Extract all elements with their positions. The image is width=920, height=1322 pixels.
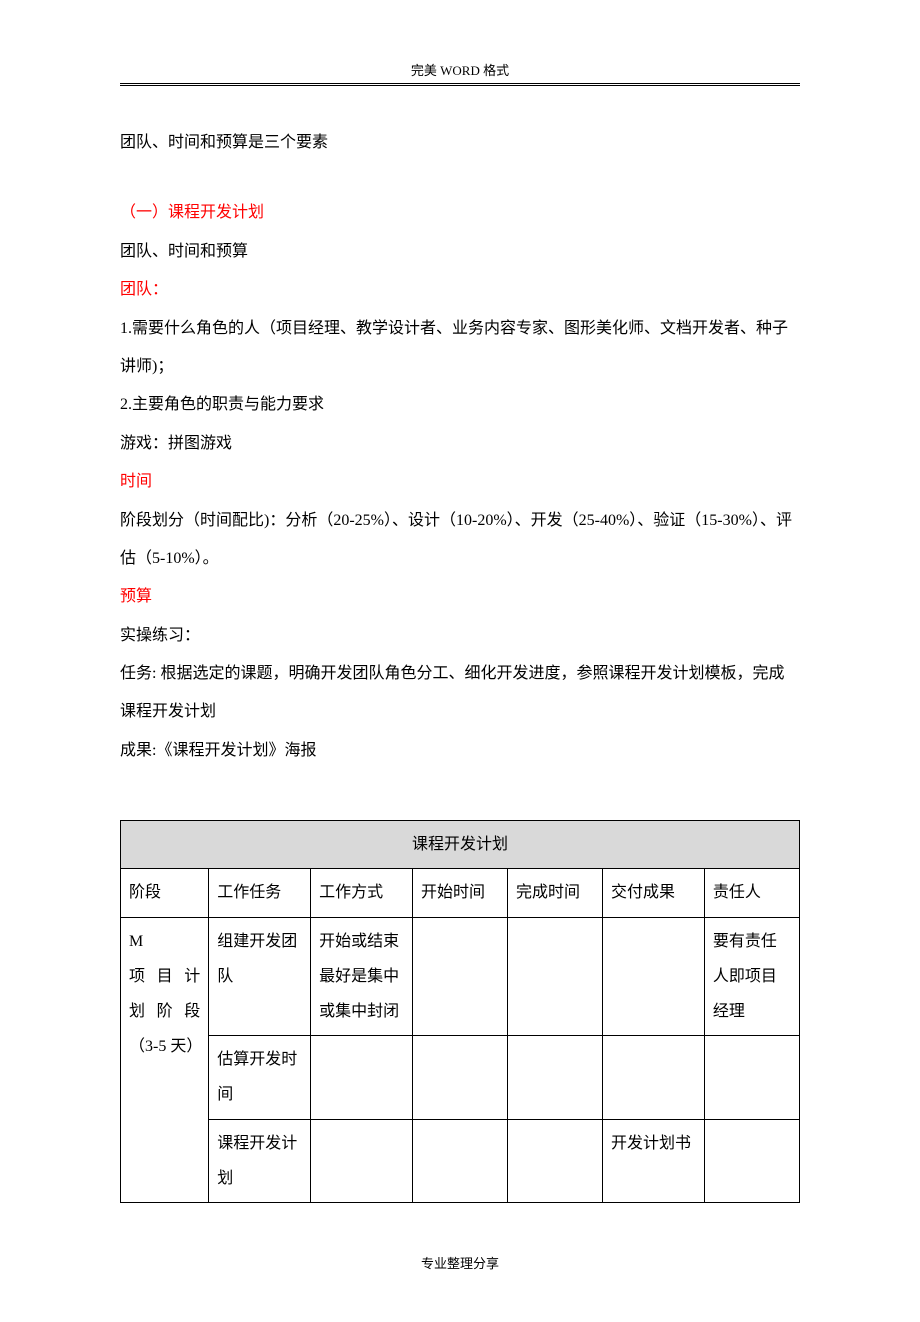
cell-task: 估算开发时间 bbox=[209, 1036, 311, 1119]
table-title: 课程开发计划 bbox=[121, 821, 800, 869]
budget-result: 成果:《课程开发计划》海报 bbox=[120, 732, 800, 770]
intro-line: 团队、时间和预算是三个要素 bbox=[120, 124, 800, 162]
team-point2: 2.主要角色的职责与能力要求 bbox=[120, 386, 800, 424]
header-start: 开始时间 bbox=[412, 869, 507, 917]
cell-task: 组建开发团队 bbox=[209, 917, 311, 1036]
cell-owner bbox=[704, 1119, 799, 1202]
budget-label: 预算 bbox=[120, 578, 800, 616]
cell-method: 开始或结束最好是集中或集中封闭 bbox=[311, 917, 413, 1036]
cell-start bbox=[412, 1036, 507, 1119]
team-game: 游戏：拼图游戏 bbox=[120, 425, 800, 463]
cell-method bbox=[311, 1119, 413, 1202]
page-footer: 专业整理分享 bbox=[120, 1253, 800, 1272]
section-subtitle: 团队、时间和预算 bbox=[120, 233, 800, 271]
table-header-row: 阶段 工作任务 工作方式 开始时间 完成时间 交付成果 责任人 bbox=[121, 869, 800, 917]
cell-deliverable bbox=[603, 917, 705, 1036]
header-owner: 责任人 bbox=[704, 869, 799, 917]
cell-deliverable: 开发计划书 bbox=[603, 1119, 705, 1202]
cell-start bbox=[412, 1119, 507, 1202]
footer-text: 专业整理分享 bbox=[421, 1256, 499, 1271]
cell-task: 课程开发计划 bbox=[209, 1119, 311, 1202]
table-row: M 项目计 划阶段 （3-5 天） 组建开发团队 开始或结束最好是集中或集中封闭… bbox=[121, 917, 800, 1036]
stage-m: M bbox=[129, 924, 200, 959]
cell-end bbox=[508, 1119, 603, 1202]
header-task: 工作任务 bbox=[209, 869, 311, 917]
cell-start bbox=[412, 917, 507, 1036]
table-row: 估算开发时间 bbox=[121, 1036, 800, 1119]
time-label: 时间 bbox=[120, 463, 800, 501]
header-method: 工作方式 bbox=[311, 869, 413, 917]
header-text: 完美 WORD 格式 bbox=[411, 63, 509, 78]
document-body: 团队、时间和预算是三个要素 （一）课程开发计划 团队、时间和预算 团队： 1.需… bbox=[120, 124, 800, 1203]
stage-line4: （3-5 天） bbox=[129, 1029, 200, 1064]
section-heading: （一）课程开发计划 bbox=[120, 194, 800, 232]
table-row: 课程开发计划 开发计划书 bbox=[121, 1119, 800, 1202]
budget-task: 任务: 根据选定的课题，明确开发团队角色分工、细化开发进度，参照课程开发计划模板… bbox=[120, 655, 800, 732]
cell-owner bbox=[704, 1036, 799, 1119]
cell-owner: 要有责任人即项目经理 bbox=[704, 917, 799, 1036]
cell-method bbox=[311, 1036, 413, 1119]
cell-end bbox=[508, 917, 603, 1036]
header-underline bbox=[120, 85, 800, 86]
cell-deliverable bbox=[603, 1036, 705, 1119]
team-label: 团队： bbox=[120, 271, 800, 309]
cell-stage: M 项目计 划阶段 （3-5 天） bbox=[121, 917, 209, 1202]
team-point1: 1.需要什么角色的人（项目经理、教学设计者、业务内容专家、图形美化师、文档开发者… bbox=[120, 310, 800, 387]
header-end: 完成时间 bbox=[508, 869, 603, 917]
cell-end bbox=[508, 1036, 603, 1119]
table-container: 课程开发计划 阶段 工作任务 工作方式 开始时间 完成时间 交付成果 责任人 M… bbox=[120, 820, 800, 1203]
document-page: 完美 WORD 格式 团队、时间和预算是三个要素 （一）课程开发计划 团队、时间… bbox=[0, 0, 920, 1322]
stage-line2: 项目计 bbox=[129, 959, 200, 994]
header-stage: 阶段 bbox=[121, 869, 209, 917]
budget-practice: 实操练习： bbox=[120, 617, 800, 655]
course-plan-table: 课程开发计划 阶段 工作任务 工作方式 开始时间 完成时间 交付成果 责任人 M… bbox=[120, 820, 800, 1203]
stage-line3: 划阶段 bbox=[129, 994, 200, 1029]
time-content: 阶段划分（时间配比)：分析（20-25%）、设计（10-20%）、开发（25-4… bbox=[120, 502, 800, 579]
header-deliverable: 交付成果 bbox=[603, 869, 705, 917]
page-header: 完美 WORD 格式 bbox=[120, 60, 800, 84]
table-title-row: 课程开发计划 bbox=[121, 821, 800, 869]
